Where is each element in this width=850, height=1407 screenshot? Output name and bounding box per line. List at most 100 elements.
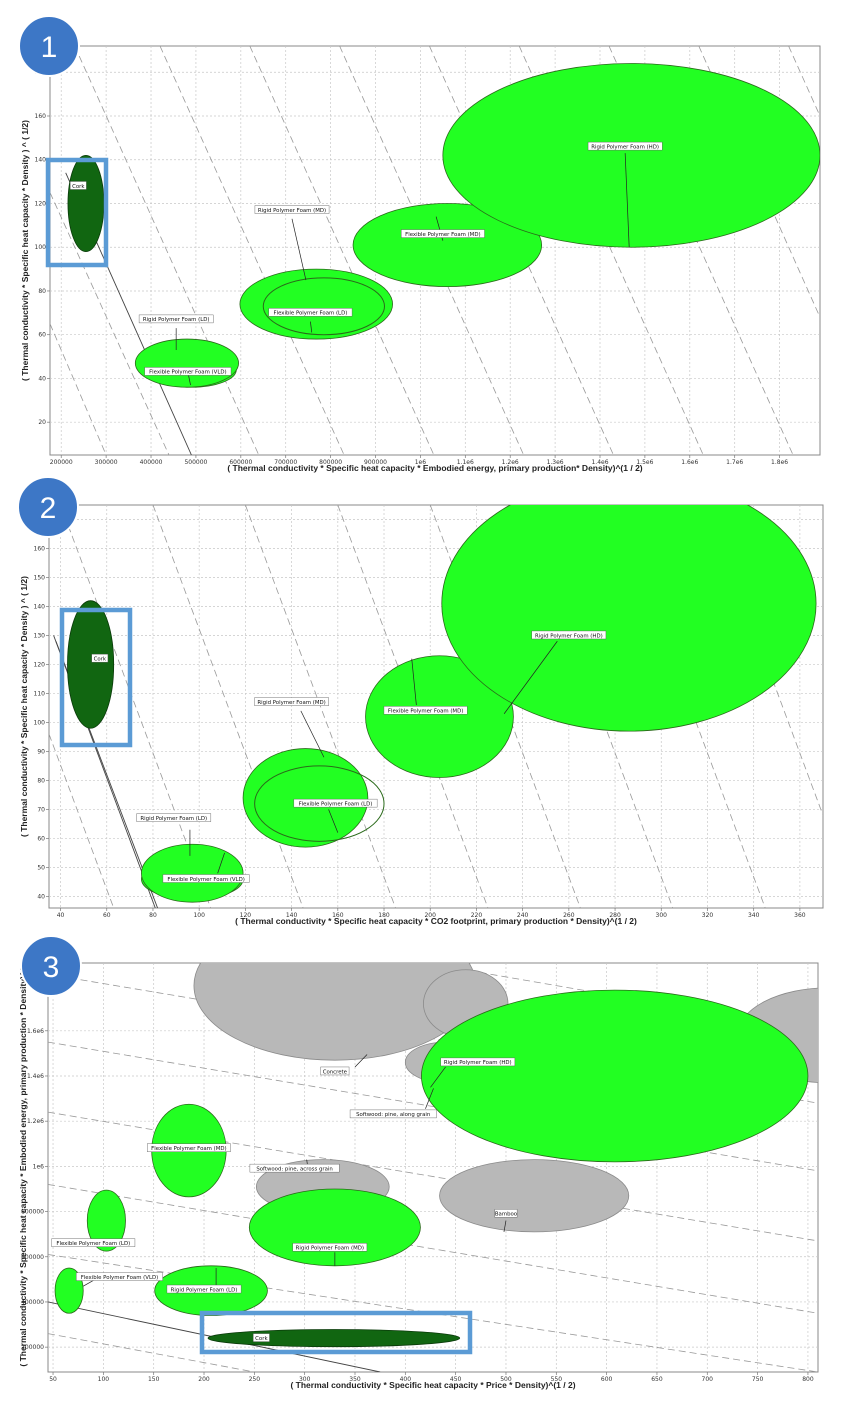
bubble-dark — [67, 600, 115, 729]
bubble-rigid-polymer-foam-hd- — [442, 63, 820, 248]
x-tick-label: 1.6e6 — [681, 459, 698, 466]
bubble-label-box — [51, 1238, 136, 1247]
bubble-label: Flexible Polymer Foam (LD) — [273, 311, 347, 317]
badge-circle — [17, 476, 79, 538]
x-tick-label: 220 — [471, 912, 483, 919]
guide-line-dashed — [788, 46, 820, 117]
bubble-flexible-polymer-foam-ld- — [86, 1189, 126, 1252]
bubble-dark — [207, 1329, 461, 1348]
x-tick-label: 60 — [103, 912, 111, 919]
x-tick-label: 160 — [332, 912, 344, 919]
x-tick-label: 100 — [193, 912, 205, 919]
y-tick-label: 120 — [34, 661, 46, 668]
bubble-label: Rigid Polymer Foam (HD) — [444, 1060, 512, 1066]
bubble-label-box — [76, 1272, 163, 1281]
x-tick-label: 200 — [198, 1376, 210, 1383]
bubble-label-box — [138, 314, 214, 324]
y-tick-label: 100 — [34, 719, 46, 726]
highlight-box-cork — [45, 157, 109, 268]
x-tick-label: 1.8e6 — [771, 459, 788, 466]
x-axis-label: ( Thermal conductivity * Specific heat c… — [290, 1380, 575, 1390]
bubble-label-box — [162, 874, 250, 883]
y-tick-label: 70 — [37, 806, 45, 813]
y-tick-label: 1.2e6 — [27, 1118, 44, 1125]
y-tick-label: 80 — [37, 777, 45, 784]
bubble-rigid-polymer-foam-hd- — [421, 989, 809, 1163]
leader-line — [328, 809, 339, 833]
leader-line — [503, 1220, 507, 1232]
x-tick-label: 350 — [349, 1376, 361, 1383]
bubble-flexible-polymer-foam-md- — [365, 655, 514, 778]
guide-line-dashed — [48, 1333, 255, 1372]
y-axis-label: ( Thermal conductivity * Specific heat c… — [20, 120, 30, 381]
y-tick-label: 400000 — [21, 1299, 44, 1306]
x-tick-label: 300 — [656, 912, 668, 919]
bubble-label: Rigid Polymer Foam (MD) — [257, 700, 325, 706]
x-tick-label: 200 — [424, 912, 436, 919]
bubble-label: Flexible Polymer Foam (VLD) — [81, 1275, 159, 1281]
bubble-label: Bamboo — [495, 1212, 517, 1218]
leader-line — [430, 1066, 446, 1088]
y-tick-label: 40 — [38, 375, 46, 382]
x-tick-label: 1.7e6 — [726, 459, 743, 466]
bubble-label: Flexible Polymer Foam (LD) — [299, 801, 373, 807]
bubble-outline — [262, 277, 385, 336]
bubble-label-box — [136, 813, 212, 822]
bubble-label: Cork — [94, 656, 107, 662]
y-tick-label: 1.4e6 — [27, 1073, 44, 1080]
leader-line — [300, 710, 325, 758]
bubble-label-box — [292, 1243, 368, 1252]
x-tick-label: 360 — [794, 912, 806, 919]
bubble-label: Rigid Polymer Foam (LD) — [140, 816, 207, 822]
bubble-label: Rigid Polymer Foam (LD) — [143, 317, 210, 323]
bubble-label: Rigid Polymer Foam (HD) — [535, 633, 603, 639]
bubble-label-box — [253, 1333, 270, 1342]
bubble-label-box — [587, 141, 663, 151]
leader-line — [624, 153, 630, 248]
x-tick-label: 400 — [400, 1376, 412, 1383]
panel-number-badge: 3 — [20, 935, 82, 997]
bubble-label-box — [254, 205, 330, 214]
x-tick-label: 650 — [651, 1376, 663, 1383]
y-tick-label: 140 — [34, 603, 46, 610]
x-tick-label: 40 — [57, 912, 65, 919]
x-tick-label: 700 — [702, 1376, 714, 1383]
bubble-green — [242, 748, 369, 848]
plot-content: Cork Flexible Polymer Foam (VLD) Rigid Pol… — [50, 46, 820, 455]
guide-line-dashed — [608, 46, 794, 455]
x-tick-label: 1.5e6 — [636, 459, 653, 466]
highlight-box-cork — [199, 1310, 473, 1355]
x-tick-label: 140 — [286, 912, 298, 919]
bubble-bamboo — [439, 1159, 630, 1233]
guide-line-dashed — [245, 505, 396, 908]
leader-line — [291, 218, 307, 281]
bubble-label-box — [147, 1143, 231, 1152]
x-tick-label: 250 — [249, 1376, 261, 1383]
x-tick-label: 320 — [702, 912, 714, 919]
bubble-label: Softwood: pine, along grain — [356, 1112, 430, 1118]
bubble-label-box — [349, 1109, 437, 1119]
chart-1: Cork Flexible Polymer Foam (VLD) Rigid Pol… — [18, 15, 821, 473]
plot-content: Cork Flexible Polymer Foam (VLD) Rigid Pol… — [49, 505, 823, 908]
bubble-label-box — [320, 1066, 350, 1076]
guide-line-dashed — [48, 1111, 818, 1242]
bubble-label: Rigid Polymer Foam (LD) — [171, 1287, 238, 1293]
x-tick-label: 600000 — [229, 459, 252, 466]
bubble-label: Concrete — [323, 1069, 348, 1075]
y-axis-label: ( Thermal conductivity * Specific heat c… — [18, 968, 28, 1366]
y-tick-label: 160 — [35, 113, 47, 120]
y-tick-label: 160 — [34, 545, 46, 552]
x-tick-label: 280 — [609, 912, 621, 919]
bubble-label-box — [69, 181, 87, 190]
badge-number: 3 — [43, 951, 60, 984]
panel-number-badge: 1 — [18, 15, 80, 77]
leader-line — [217, 852, 225, 874]
bubble-label-box — [494, 1209, 518, 1218]
y-tick-label: 110 — [34, 690, 46, 697]
guide-line-dashed — [50, 192, 170, 455]
y-tick-label: 60 — [38, 332, 46, 339]
bubble-label-box — [268, 308, 353, 317]
x-tick-label: 1.2e6 — [502, 459, 519, 466]
x-tick-label: 300000 — [95, 459, 118, 466]
x-tick-label: 550 — [551, 1376, 563, 1383]
